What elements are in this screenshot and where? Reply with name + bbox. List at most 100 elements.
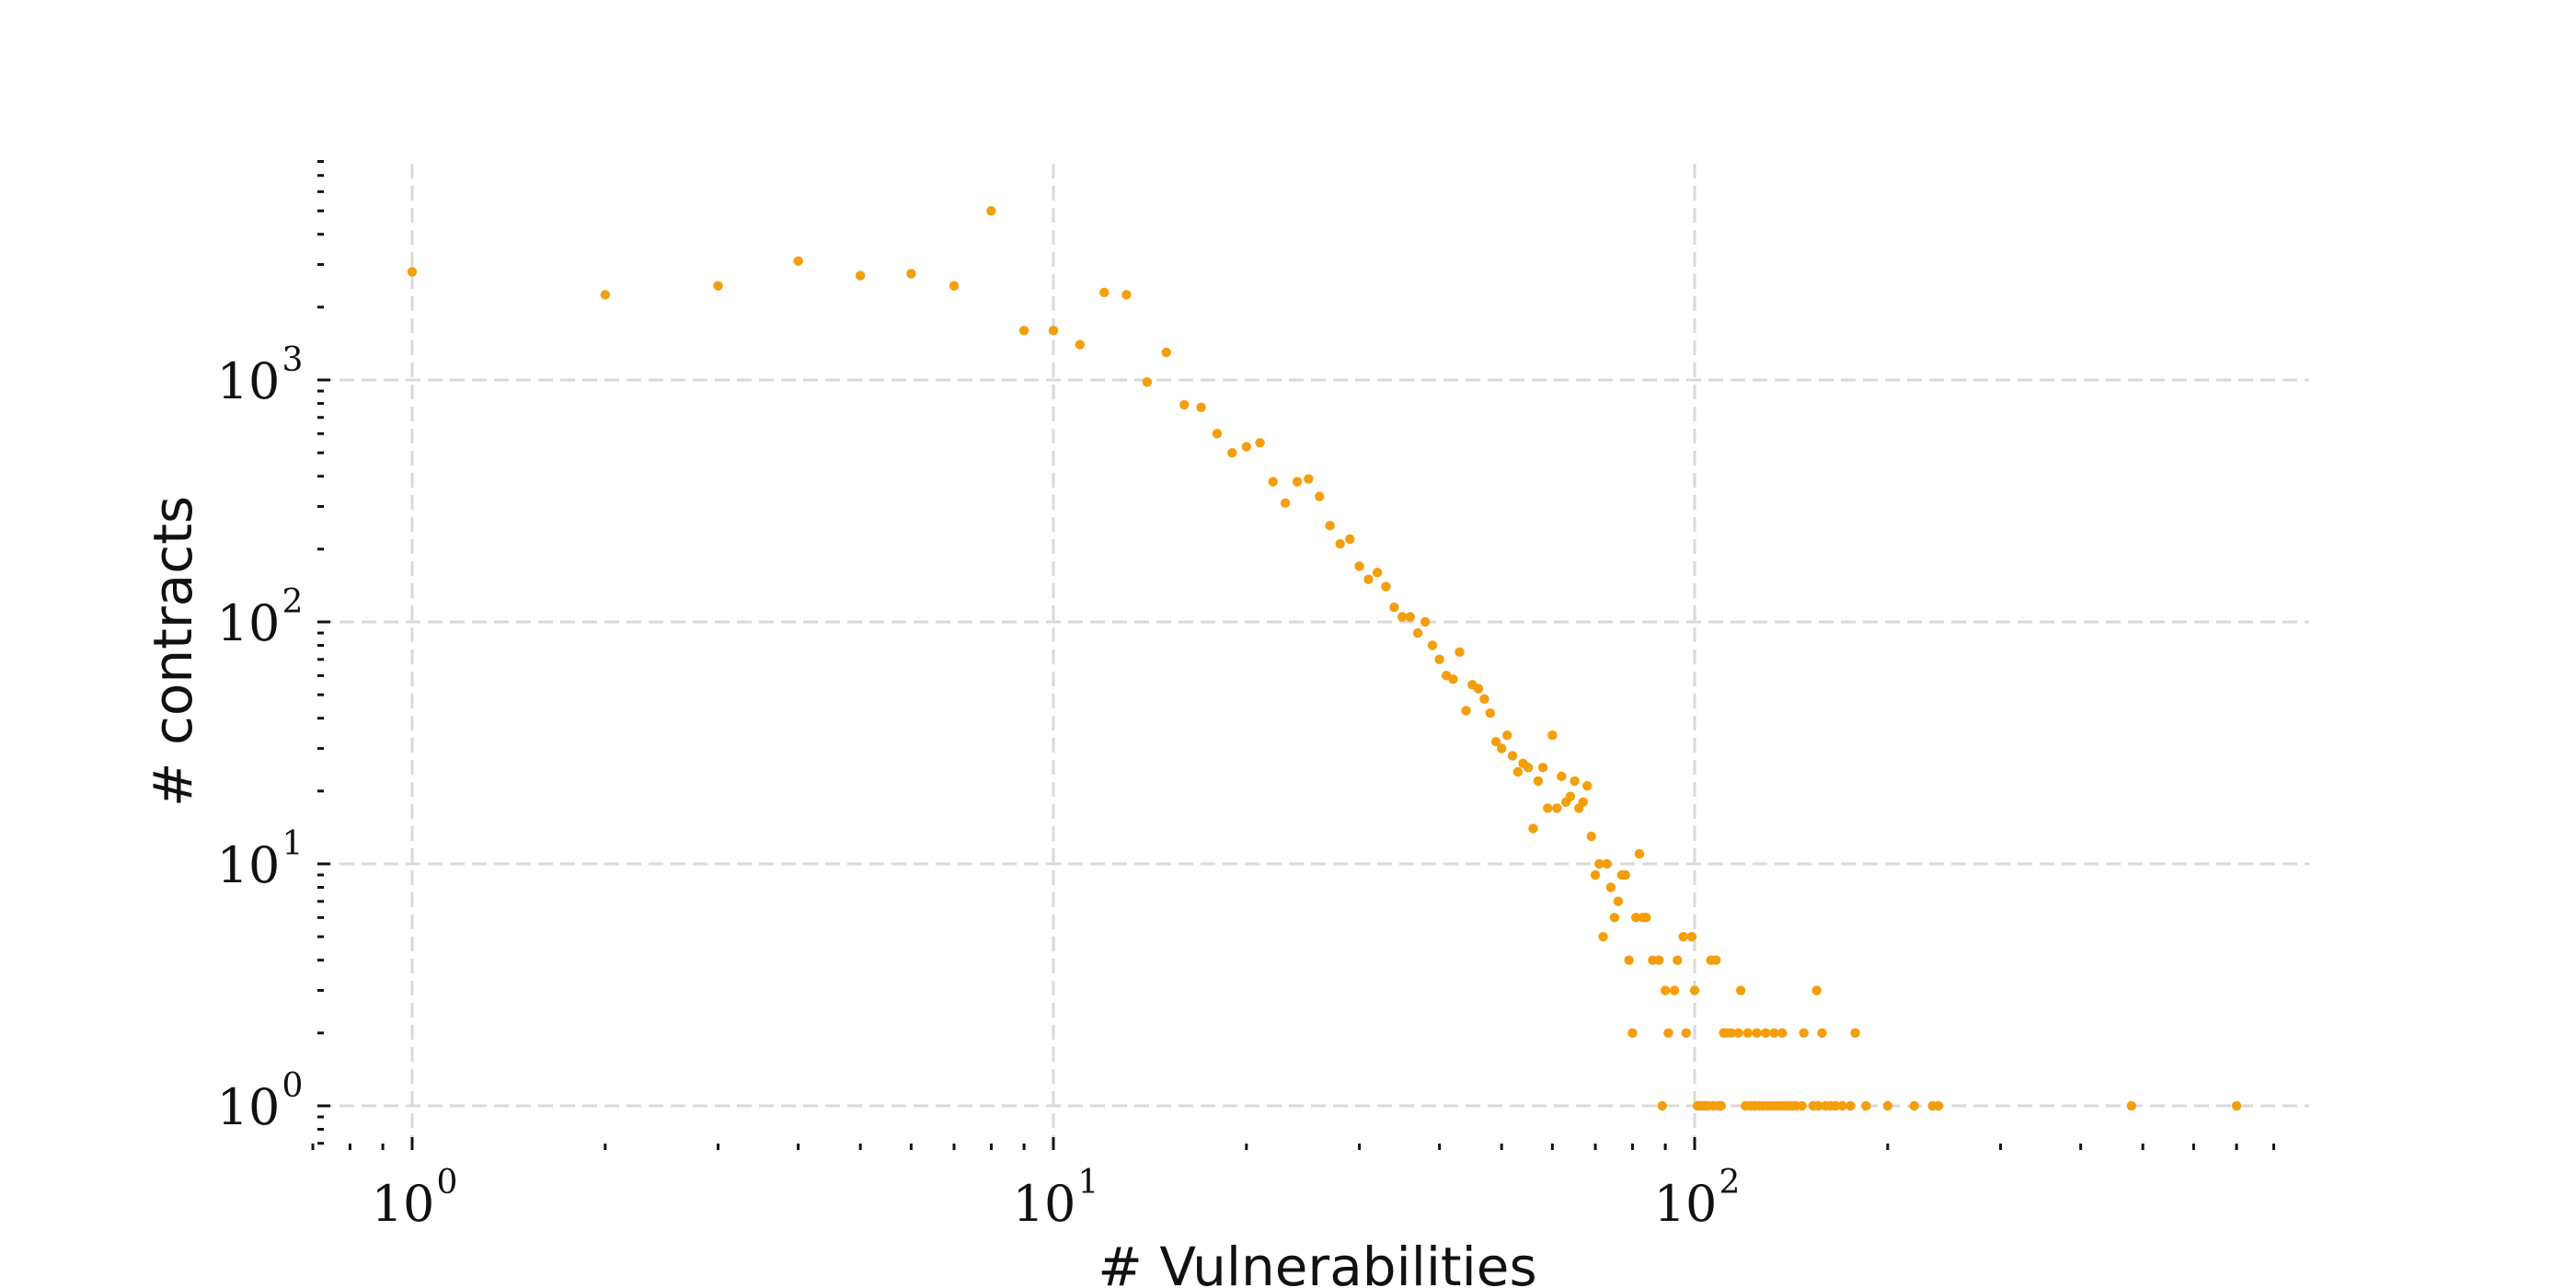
data-point [1455,647,1465,658]
x-tick-exponent: 0 [437,1164,458,1202]
data-point [1578,797,1588,808]
data-point [1777,1028,1788,1039]
data-point [1354,561,1364,571]
data-point [1397,612,1408,622]
data-point [2231,1100,2242,1111]
data-point [1179,399,1190,410]
data-point [1325,521,1335,531]
data-point [1412,627,1423,638]
data-point [713,281,723,291]
data-point [1735,985,1746,995]
data-point [1657,1100,1667,1111]
data-point [1335,539,1345,549]
data-point [855,270,866,281]
data-point [1882,1100,1893,1111]
x-axis-label: # Vulnerabilities [1098,1236,1536,1288]
data-point [949,281,960,291]
data-point [1933,1100,1944,1111]
data-point [2126,1100,2137,1111]
data-point [1048,326,1059,336]
x-tick-label: 10 [1654,1175,1718,1233]
data-point [1716,1100,1727,1111]
data-point [1372,568,1383,578]
y-tick-label: 10 [217,836,281,894]
data-point [1268,477,1278,487]
data-points [407,205,2242,1111]
minor-ticks [311,159,2275,1150]
y-tick-exponent: 1 [282,825,304,863]
data-point [1634,848,1645,859]
data-point [793,256,803,266]
data-point [1420,616,1431,627]
data-point [1586,831,1596,842]
grid [317,164,2309,1150]
data-point [1590,869,1601,880]
data-point [1760,1028,1771,1039]
data-point [1227,447,1237,458]
data-point [1018,326,1029,336]
data-point [1769,1028,1779,1039]
data-point [1613,896,1624,906]
data-point [1389,602,1399,613]
data-point [1861,1100,1871,1111]
data-point [1315,491,1325,501]
data-point [1512,766,1524,777]
data-point [1212,429,1223,439]
y-tick-exponent: 3 [282,341,304,379]
data-point [1098,287,1110,298]
data-point [1837,1100,1847,1111]
data-point [1345,534,1355,545]
data-point [1752,1028,1762,1039]
data-point [1427,640,1438,650]
data-point [1654,955,1664,965]
data-point [1255,438,1265,448]
x-tick-label: 10 [372,1175,435,1233]
data-point [1742,1028,1753,1039]
data-point [1711,955,1721,965]
data-point [1479,694,1489,705]
data-point [1547,730,1558,741]
data-point [1669,985,1680,995]
data-point [1620,869,1630,880]
data-point [1121,290,1132,300]
data-point [1501,730,1512,741]
data-point [1196,402,1206,413]
data-point [1363,574,1374,584]
data-point [1507,751,1518,761]
data-point [1686,931,1697,942]
data-point [1543,803,1553,813]
data-point [1660,985,1671,995]
data-point [986,205,996,216]
data-point [1811,985,1822,995]
data-point [1582,781,1593,791]
data-point [1142,377,1153,387]
data-point [1496,743,1507,753]
data-point [1813,1100,1823,1111]
data-point [1280,498,1291,508]
data-point [1602,858,1612,869]
x-tick-exponent: 2 [1719,1164,1741,1202]
data-point [1523,763,1534,773]
data-point [1292,477,1303,487]
data-point [1161,347,1171,358]
data-point [1528,823,1538,834]
data-point [1681,1028,1691,1039]
data-point [1565,791,1576,801]
data-point [407,267,418,277]
x-tick-label: 10 [1013,1175,1076,1233]
data-point [1594,858,1604,869]
data-point [1461,706,1471,716]
data-point [1605,882,1616,892]
data-point [1631,913,1641,923]
data-point [1381,581,1391,592]
data-point [1726,1028,1736,1039]
y-tick-label: 10 [217,352,281,410]
tick-labels: 10 0 10 1 10 210 010 110 210 3 [217,341,1741,1233]
data-point [1663,1028,1673,1039]
data-point [1241,442,1252,452]
data-point [1850,1028,1860,1039]
y-tick-label: 10 [217,1078,281,1136]
data-point [1909,1100,1919,1111]
data-point [1641,913,1651,923]
